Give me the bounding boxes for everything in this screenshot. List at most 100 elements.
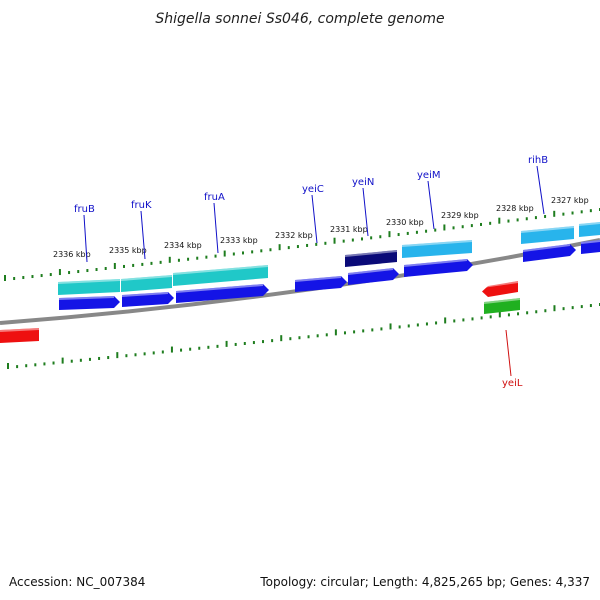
tick-mark bbox=[553, 210, 556, 217]
tick-mark bbox=[416, 323, 419, 327]
tick-mark bbox=[242, 251, 244, 255]
tick-mark bbox=[296, 245, 299, 249]
kbp-label: 2329 kbp bbox=[441, 211, 479, 220]
tick-mark bbox=[480, 222, 482, 226]
tick-mark bbox=[187, 257, 190, 261]
gene-block-cyan-shine bbox=[172, 265, 269, 275]
gene-block-sky-shine bbox=[401, 240, 473, 247]
gene-block-blue bbox=[59, 296, 120, 310]
tick-mark bbox=[205, 255, 208, 259]
tick-mark bbox=[462, 318, 465, 322]
tick-mark bbox=[189, 347, 192, 351]
gene-label-yeiL[interactable]: yeiL bbox=[502, 378, 523, 389]
tick-mark bbox=[470, 224, 473, 228]
gene-block-red-shine bbox=[0, 328, 40, 332]
tick-mark bbox=[353, 330, 356, 334]
gene-block-blue bbox=[295, 276, 347, 292]
gene-block-blue-shine bbox=[294, 276, 342, 282]
tick-mark bbox=[525, 217, 528, 221]
gene-block-navy bbox=[345, 250, 397, 267]
gene-label-yeiM[interactable]: yeiM bbox=[417, 170, 440, 181]
tick-mark bbox=[535, 310, 538, 314]
kbp-scale: 2336 kbp 2335 kbp 2334 kbp 2333 kbp 2332… bbox=[53, 196, 589, 259]
tick-mark bbox=[516, 218, 519, 222]
gene-label-yeiC[interactable]: yeiC bbox=[302, 184, 324, 195]
tick-mark bbox=[232, 252, 235, 256]
gene-label-fruK[interactable]: fruK bbox=[131, 200, 152, 211]
gene-label-yeiN[interactable]: yeiN bbox=[352, 177, 374, 188]
tick-mark bbox=[271, 339, 274, 343]
tick-mark bbox=[480, 316, 483, 320]
tick-mark bbox=[223, 250, 226, 257]
gene-label-line bbox=[83, 214, 88, 263]
map-title: Shigella sonnei Ss046, complete genome bbox=[155, 11, 444, 27]
tick-mark bbox=[361, 237, 363, 241]
tick-mark bbox=[580, 210, 583, 214]
tick-mark bbox=[16, 365, 19, 369]
gene-block-blue-shine bbox=[58, 296, 115, 300]
tick-mark bbox=[262, 340, 265, 344]
tick-mark bbox=[159, 260, 162, 264]
gene-block-blue bbox=[348, 268, 399, 285]
tick-mark bbox=[498, 217, 501, 224]
tick-mark bbox=[571, 211, 574, 215]
tick-mark bbox=[113, 262, 116, 269]
tick-mark bbox=[104, 266, 107, 270]
tick-mark bbox=[88, 357, 91, 361]
kbp-label: 2330 kbp bbox=[386, 218, 424, 227]
tick-mark bbox=[553, 305, 556, 312]
tick-mark bbox=[278, 244, 281, 251]
gene-label-fruA[interactable]: fruA bbox=[204, 192, 225, 203]
tick-mark bbox=[141, 262, 144, 266]
gene-block-green-shine bbox=[483, 298, 521, 304]
tick-mark bbox=[252, 341, 255, 345]
tick-mark bbox=[77, 270, 80, 274]
tick-mark bbox=[325, 333, 328, 337]
tick-mark bbox=[251, 250, 254, 254]
tick-mark bbox=[95, 268, 98, 272]
tick-mark bbox=[260, 249, 263, 253]
gene-block-blue bbox=[176, 284, 269, 303]
kbp-label: 2328 kbp bbox=[496, 204, 534, 213]
gene-label-rihB[interactable]: rihB bbox=[528, 155, 548, 166]
tick-mark bbox=[43, 362, 46, 366]
kbp-label: 2336 kbp bbox=[53, 250, 91, 259]
tick-mark bbox=[269, 248, 272, 252]
tick-mark bbox=[168, 256, 171, 263]
gene-label-line bbox=[311, 194, 318, 244]
gene-block-blue-shine bbox=[403, 259, 468, 267]
tick-mark bbox=[507, 313, 510, 317]
kbp-label: 2331 kbp bbox=[330, 225, 368, 234]
gene-block-cyan bbox=[58, 279, 120, 295]
tick-mark bbox=[489, 315, 492, 319]
tick-mark bbox=[415, 230, 418, 234]
tick-mark bbox=[243, 342, 246, 345]
tick-mark bbox=[580, 305, 583, 309]
tick-mark bbox=[425, 322, 428, 326]
tick-mark bbox=[307, 335, 310, 339]
tick-mark bbox=[150, 261, 153, 265]
tick-mark bbox=[79, 358, 82, 362]
tick-mark bbox=[98, 356, 101, 360]
tick-mark bbox=[49, 273, 52, 277]
gene-labels: fruB fruK fruA yeiC yeiN yeiM rihB yeiL bbox=[74, 155, 548, 389]
tick-mark bbox=[177, 258, 180, 262]
tick-mark bbox=[351, 238, 354, 242]
gene-block-blue bbox=[122, 292, 174, 307]
tick-mark bbox=[526, 311, 529, 315]
tick-mark bbox=[58, 269, 61, 276]
tick-mark bbox=[371, 328, 374, 332]
tick-mark bbox=[334, 329, 337, 336]
gene-block-blue bbox=[581, 240, 600, 254]
gene-block-green bbox=[484, 298, 520, 314]
kbp-label: 2335 kbp bbox=[109, 246, 147, 255]
tick-mark bbox=[225, 340, 228, 347]
gene-block-blue bbox=[404, 259, 473, 277]
tick-mark bbox=[343, 331, 346, 335]
tick-mark bbox=[34, 363, 37, 367]
gene-label-fruB[interactable]: fruB bbox=[74, 204, 95, 215]
gene-block-sky-shine bbox=[578, 222, 600, 226]
gene-block-navy-shine bbox=[344, 250, 398, 257]
tick-mark bbox=[22, 276, 25, 280]
